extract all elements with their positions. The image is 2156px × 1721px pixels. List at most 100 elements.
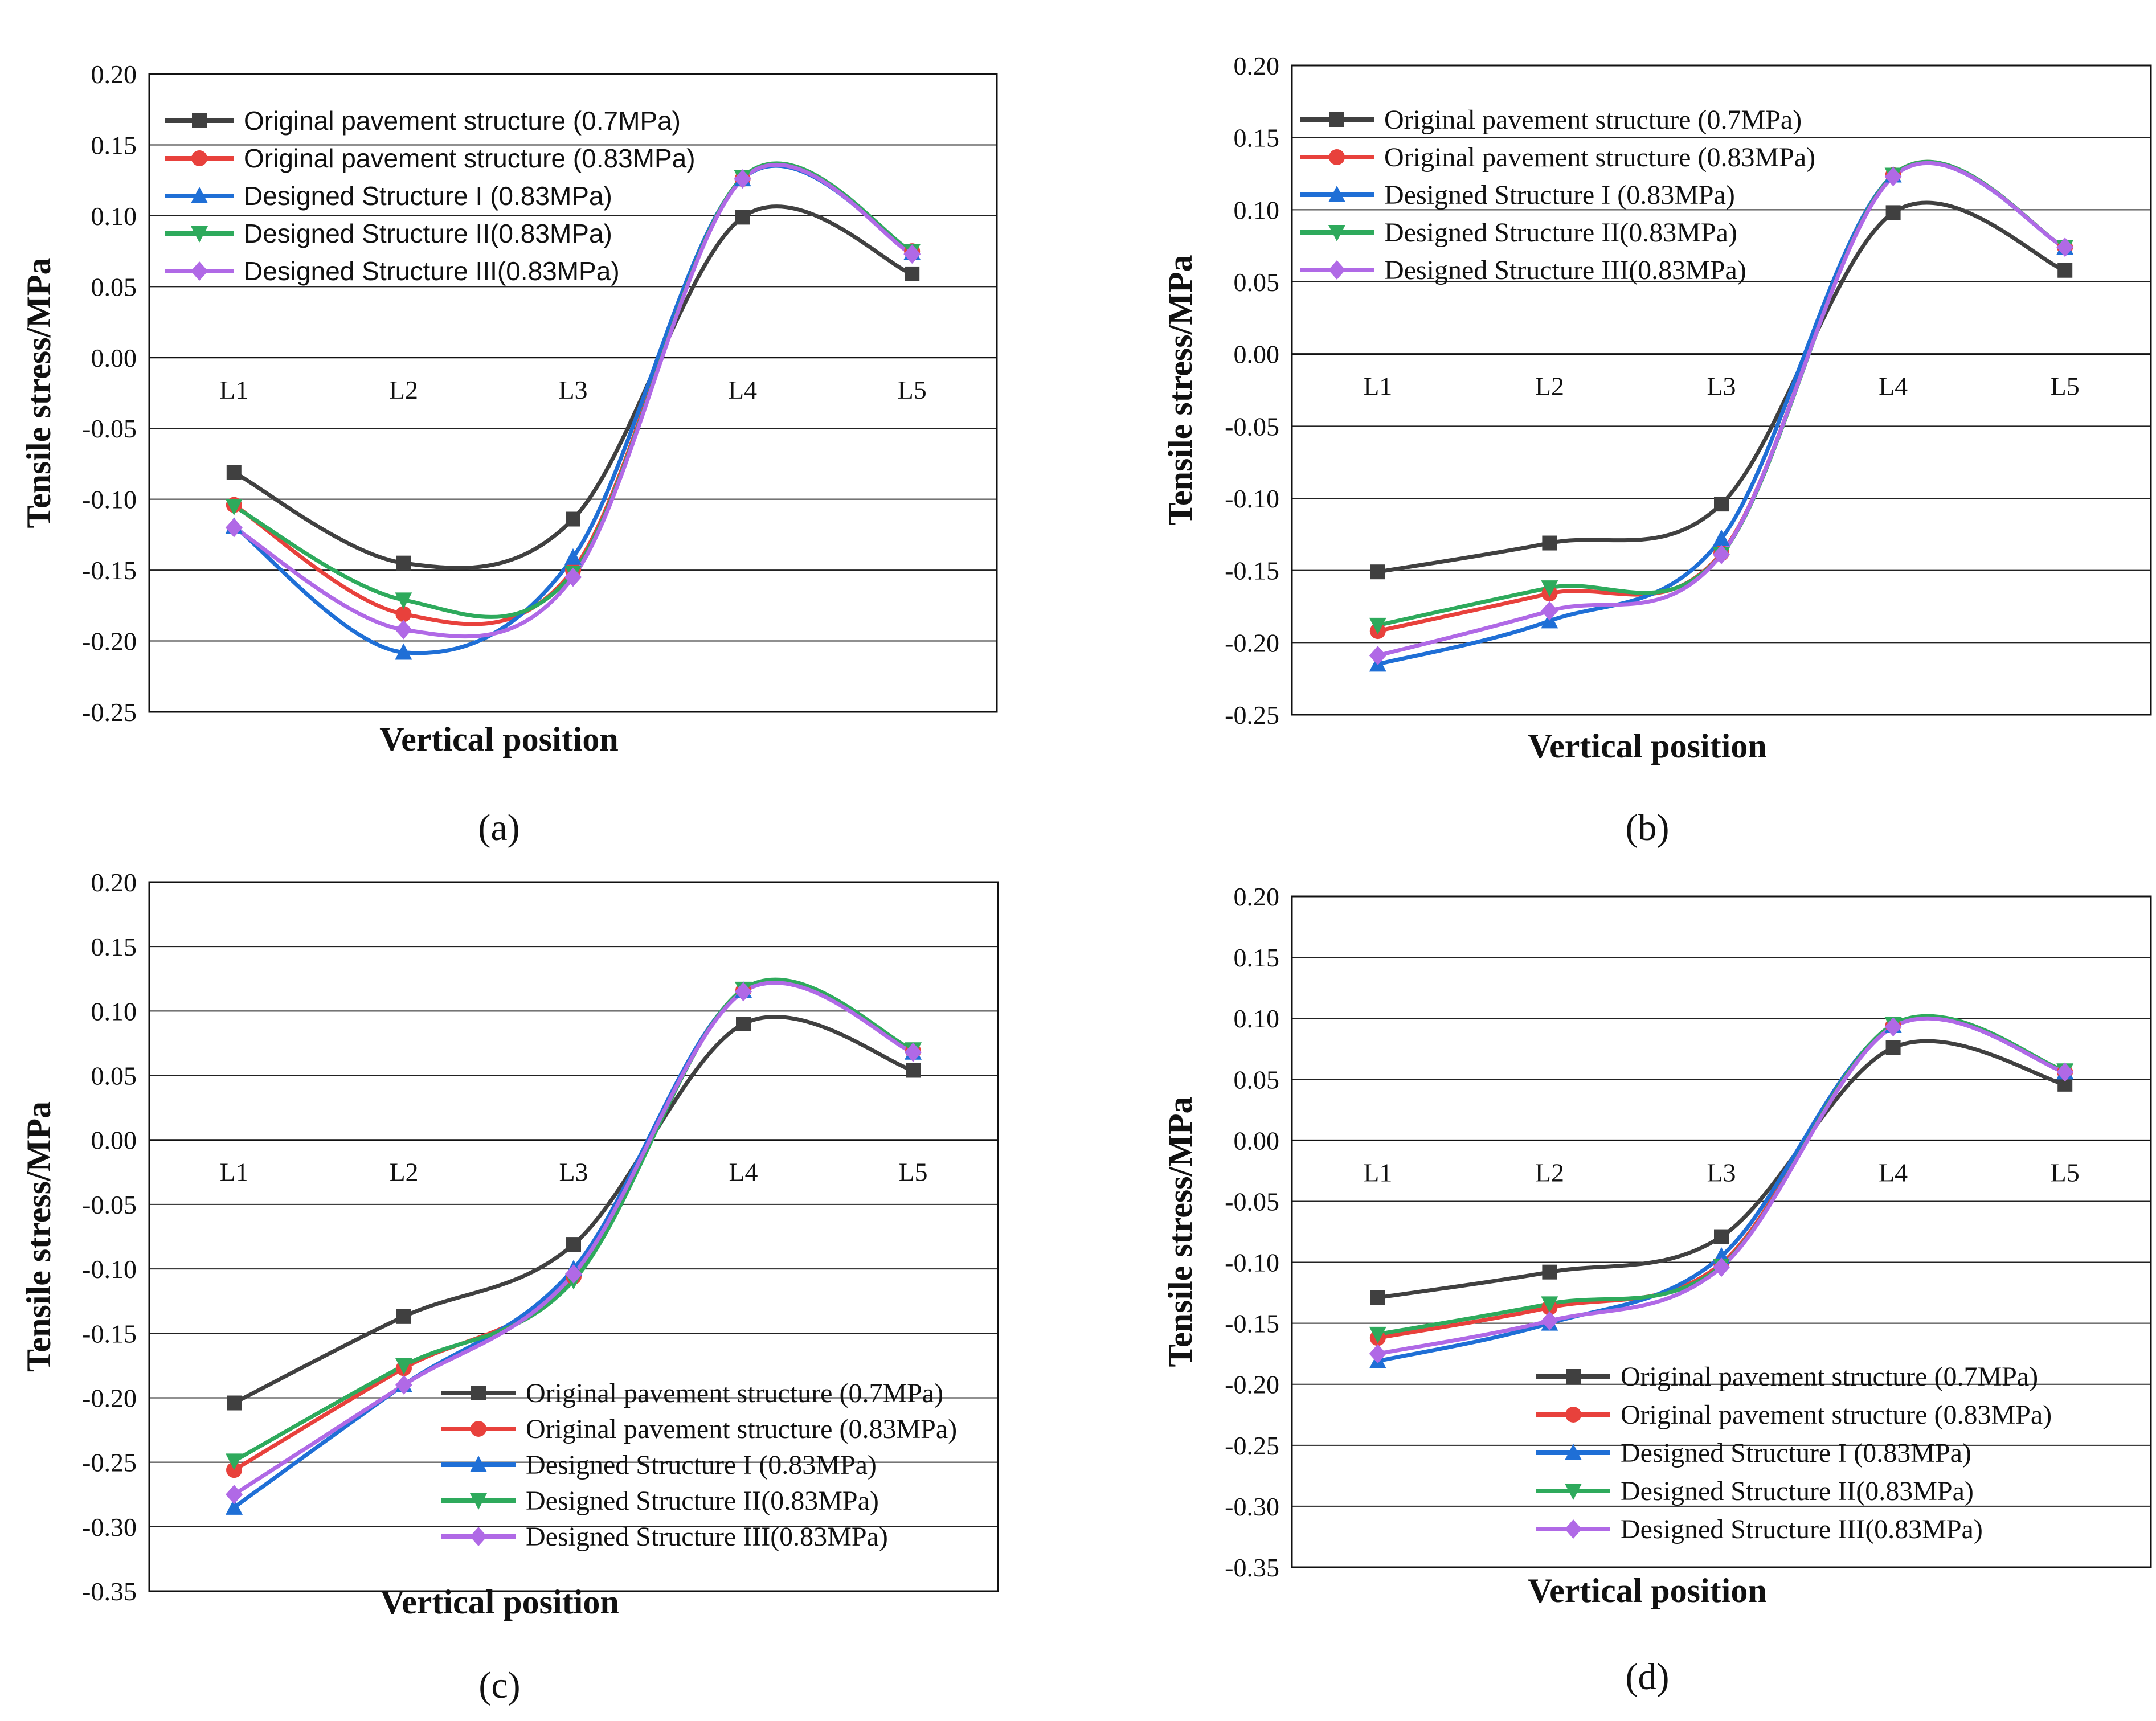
data-point <box>566 1237 581 1252</box>
series-line <box>232 162 914 639</box>
data-point <box>1714 497 1729 512</box>
data-point <box>1884 1017 1902 1037</box>
series-line <box>1376 1016 2067 1363</box>
legend-label: Original pavement structure (0.83MPa) <box>244 144 696 173</box>
y-tick-label: -0.30 <box>82 1513 137 1542</box>
x-tick-label: L4 <box>728 375 757 404</box>
y-tick-label: 0.10 <box>91 997 137 1026</box>
legend-marker <box>1328 225 1345 241</box>
legend-label: Original pavement structure (0.7MPa) <box>1384 105 1802 135</box>
legend-marker <box>1328 186 1345 202</box>
data-point <box>1369 617 1386 634</box>
y-tick-label: -0.10 <box>82 485 137 514</box>
y-tick-label: -0.20 <box>1225 1370 1279 1399</box>
series-line <box>232 204 914 570</box>
y-tick-label: 0.10 <box>1234 1004 1280 1033</box>
plot-frame <box>1291 895 2152 1568</box>
data-point <box>1714 1229 1729 1244</box>
chart-b: 0.20 0.15 0.10 0.05 0.00 -0.05 -0.10 -0.15 -0.20… <box>1161 51 2152 849</box>
legend-label: Original pavement structure (0.7MPa) <box>1621 1362 2038 1392</box>
x-tick-label: L3 <box>1707 372 1736 401</box>
y-tick-label: -0.10 <box>1225 1248 1279 1277</box>
data-point <box>1541 601 1558 621</box>
data-point <box>395 592 412 609</box>
data-point <box>2056 1062 2074 1082</box>
legend-label: Designed Structure III(0.83MPa) <box>1384 255 1746 285</box>
y-tick-label: 0.00 <box>1234 340 1280 369</box>
y-axis-title: Tensile stress/MPa <box>20 1101 58 1372</box>
data-point <box>903 244 921 264</box>
data-point <box>226 465 242 480</box>
legend-marker <box>191 226 208 243</box>
legend-label: Designed Structure III(0.83MPa) <box>1621 1514 1983 1544</box>
legend-label: Designed Structure I (0.83MPa) <box>244 181 612 211</box>
x-tick-label: L5 <box>2051 372 2080 401</box>
x-tick-label: L1 <box>219 1158 248 1187</box>
legend-marker <box>470 1493 487 1510</box>
legend-marker <box>1565 1519 1582 1539</box>
y-tick-label: 0.20 <box>91 868 137 897</box>
data-point <box>734 169 751 189</box>
legend-marker <box>470 1527 487 1546</box>
y-tick-label: 0.05 <box>1234 268 1280 297</box>
chart-c: 0.20 0.15 0.10 0.05 0.00 -0.05 -0.10 -0.15 -0.20… <box>20 868 999 1706</box>
legend-label: Designed Structure I (0.83MPa) <box>1384 180 1735 210</box>
x-tick-label: L2 <box>1535 372 1564 401</box>
y-tick-label: 0.00 <box>91 343 137 372</box>
y-axis-title: Tensile stress/MPa <box>1161 255 1199 526</box>
x-tick-label: L5 <box>898 1158 927 1187</box>
data-point <box>1885 205 1901 220</box>
legend-marker <box>191 261 208 281</box>
data-point <box>395 643 412 660</box>
data-point <box>1884 167 1902 187</box>
y-tick-label: -0.25 <box>1225 700 1279 730</box>
series-line <box>232 1014 915 1406</box>
data-point <box>395 1375 412 1395</box>
legend-label: Designed Structure II(0.83MPa) <box>526 1486 879 1516</box>
data-point <box>395 606 412 622</box>
data-point <box>905 1042 922 1062</box>
data-point <box>1713 529 1730 546</box>
data-point <box>227 1395 242 1411</box>
data-point <box>565 1264 582 1284</box>
data-point <box>1542 535 1557 551</box>
y-tick-label: -0.30 <box>1225 1492 1279 1521</box>
y-tick-label: -0.15 <box>1225 556 1279 585</box>
y-tick-label: -0.35 <box>82 1577 137 1606</box>
x-tick-label: L2 <box>389 375 418 404</box>
data-point <box>1369 1344 1386 1364</box>
y-tick-label: -0.35 <box>1225 1553 1279 1582</box>
data-point <box>564 548 582 565</box>
y-tick-label: 0.00 <box>91 1126 137 1155</box>
legend-label: Original pavement structure (0.7MPa) <box>526 1378 943 1408</box>
data-point <box>1885 1040 1901 1055</box>
data-point <box>1542 1264 1557 1280</box>
series-line <box>232 977 915 1463</box>
data-point <box>735 210 750 225</box>
legend-marker <box>1329 112 1344 127</box>
x-tick-label: L3 <box>1707 1158 1736 1187</box>
y-tick-label: 0.15 <box>1234 943 1280 972</box>
y-tick-label: -0.20 <box>1225 628 1279 657</box>
data-point <box>1370 1290 1385 1305</box>
y-tick-label: 0.20 <box>91 60 137 89</box>
x-axis-title: Vertical position <box>379 720 618 758</box>
x-axis-title: Vertical position <box>1528 1572 1766 1609</box>
data-point <box>1369 1326 1386 1343</box>
data-point <box>1541 1296 1558 1313</box>
panel-a: 0.20 0.15 0.10 0.05 0.00 -0.05 -0.10 -0.15 -0.20… <box>0 0 1078 860</box>
panel-b: 0.20 0.15 0.10 0.05 0.00 -0.05 -0.10 -0.15 -0.20… <box>1078 0 2155 860</box>
y-tick-label: -0.25 <box>1225 1431 1279 1460</box>
data-point <box>226 1453 243 1470</box>
legend-marker <box>471 1386 486 1400</box>
legend-label: Designed Structure III(0.83MPa) <box>526 1522 888 1552</box>
data-point <box>395 1358 412 1375</box>
legend-label: Original pavement structure (0.83MPa) <box>1384 142 1815 173</box>
data-point <box>1541 1311 1558 1331</box>
data-point <box>736 1017 751 1031</box>
x-tick-label: L4 <box>1879 372 1908 401</box>
data-point <box>566 511 580 527</box>
x-tick-label: L1 <box>1363 1158 1392 1187</box>
y-tick-label: -0.25 <box>82 698 137 727</box>
